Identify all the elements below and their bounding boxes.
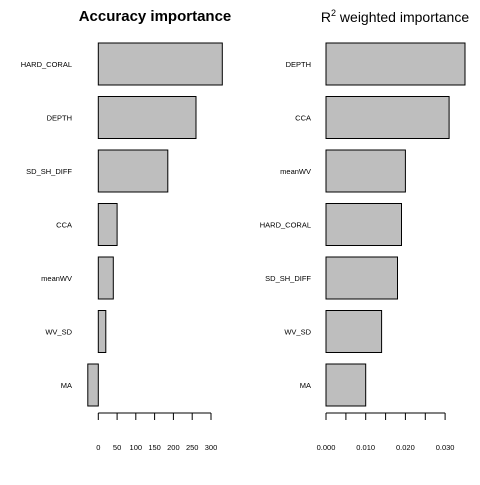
bar-meanwv: [97, 256, 114, 300]
x-tick-label: 0: [96, 443, 100, 452]
bar-hard-coral: [97, 42, 223, 86]
category-label: HARD_CORAL: [260, 221, 311, 230]
bar-cca: [325, 96, 450, 139]
category-label: CCA: [56, 221, 72, 230]
chart-title-r2-rest: weighted importance: [336, 9, 469, 25]
chart-title-r2-main: R: [321, 9, 331, 25]
bar-hard-coral: [325, 203, 402, 246]
bar-depth: [325, 42, 466, 86]
category-label: DEPTH: [47, 114, 72, 123]
x-tick-label: 0.030: [436, 443, 455, 452]
bar-wv-sd: [325, 310, 383, 353]
bar-ma: [87, 363, 99, 407]
chart-title-accuracy: Accuracy importance: [79, 8, 232, 25]
bar-sd-sh-diff: [325, 256, 398, 300]
accuracy-importance-panel: Accuracy importance HARD_CORAL DEPTH SD_SH…: [21, 8, 232, 452]
x-tick-label: 200: [167, 443, 180, 452]
category-label: meanWV: [41, 274, 72, 283]
bar-meanwv: [325, 149, 406, 193]
bar-depth: [97, 96, 197, 139]
x-tick-label: 150: [148, 443, 161, 452]
chart-title-r2: R2 weighted importance: [321, 8, 469, 25]
bar-sd-sh-diff: [97, 149, 169, 193]
category-label: meanWV: [280, 167, 311, 176]
category-label: SD_SH_DIFF: [265, 274, 311, 283]
x-tick-label: 0.020: [396, 443, 415, 452]
bar-ma: [325, 363, 367, 407]
category-label: SD_SH_DIFF: [26, 167, 72, 176]
category-label: WV_SD: [45, 328, 72, 337]
x-tick-label: 100: [130, 443, 143, 452]
r2-weighted-importance-panel: R2 weighted importance DEPTH CCA meanWV HAR…: [260, 8, 470, 452]
chart-title-r2-superscript: 2: [331, 8, 336, 18]
category-label: HARD_CORAL: [21, 60, 72, 69]
category-label: MA: [300, 381, 311, 390]
bar-cca: [97, 203, 118, 246]
x-tick-label: 50: [113, 443, 121, 452]
x-tick-label: 0.010: [356, 443, 375, 452]
bar-wv-sd: [97, 310, 107, 353]
category-label: DEPTH: [286, 60, 311, 69]
category-label: CCA: [295, 114, 311, 123]
x-tick-label: 0.000: [317, 443, 336, 452]
category-label: WV_SD: [284, 328, 311, 337]
x-tick-label: 250: [186, 443, 199, 452]
category-label: MA: [61, 381, 72, 390]
x-tick-label: 300: [205, 443, 218, 452]
